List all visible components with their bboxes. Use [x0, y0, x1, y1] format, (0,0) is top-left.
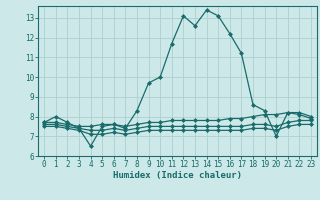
X-axis label: Humidex (Indice chaleur): Humidex (Indice chaleur)	[113, 171, 242, 180]
